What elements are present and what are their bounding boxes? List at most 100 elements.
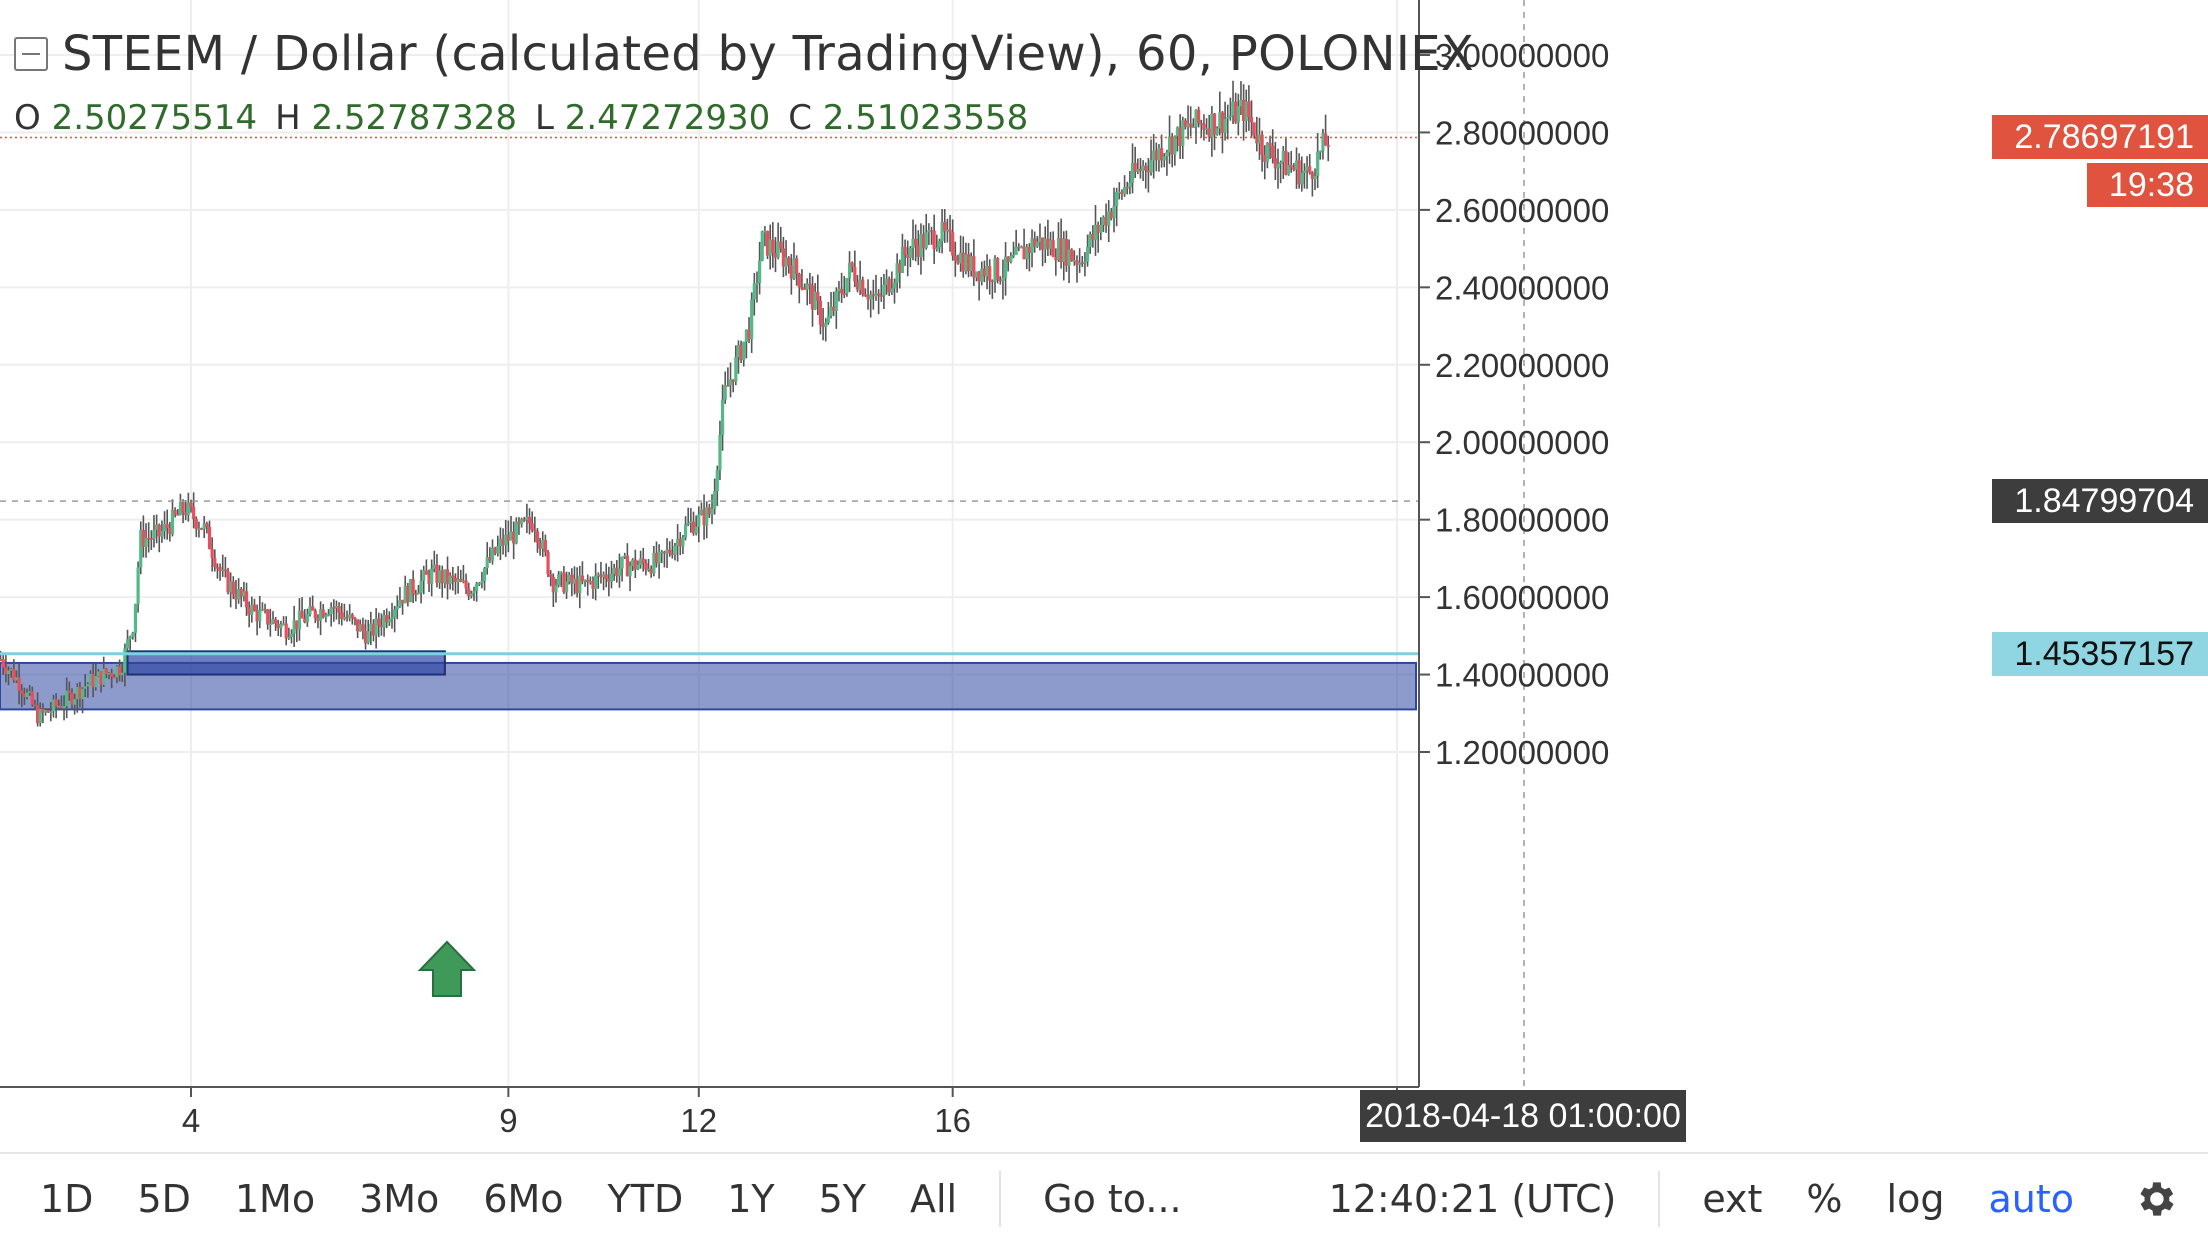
candle-body — [742, 341, 746, 361]
candle-body — [147, 537, 151, 540]
candle-body — [366, 631, 370, 644]
candle-body — [583, 579, 587, 582]
utc-clock[interactable]: 12:40:21 (UTC) — [1328, 1177, 1617, 1221]
candle-body — [284, 623, 288, 639]
candle-body — [710, 508, 714, 515]
price-tick-label: 2.00000000 — [1435, 424, 1609, 461]
candle-body — [697, 514, 701, 527]
candle-body — [996, 258, 1000, 280]
candle-body — [178, 502, 183, 515]
candle-body — [340, 612, 344, 619]
range-5y-button[interactable]: 5Y — [818, 1177, 866, 1221]
candle-body — [601, 574, 606, 578]
range-3mo-button[interactable]: 3Mo — [359, 1177, 440, 1221]
candle-body — [1080, 262, 1084, 264]
log-scale-toggle[interactable]: log — [1886, 1177, 1945, 1221]
candle-body — [1022, 246, 1026, 260]
candle-body — [4, 667, 8, 674]
candle-body — [1242, 99, 1246, 121]
candle-body — [165, 523, 169, 528]
candle-body — [398, 599, 402, 607]
candle-body — [673, 545, 677, 556]
candle-body — [226, 571, 230, 593]
candle-body — [424, 570, 428, 575]
candle-body — [877, 293, 881, 296]
candle-body — [1112, 206, 1116, 219]
candle-body — [686, 522, 690, 525]
candle-body — [1197, 109, 1201, 123]
candle-body — [91, 674, 95, 688]
candle-body — [776, 241, 780, 258]
candle-body — [517, 521, 521, 525]
candle-body — [559, 572, 563, 575]
candle-body — [324, 614, 328, 618]
candle-body — [887, 278, 891, 293]
candle-body — [1302, 170, 1307, 173]
candle-body — [720, 399, 725, 436]
candle-body — [1289, 165, 1293, 168]
candle-body — [723, 385, 727, 400]
candle-body — [459, 579, 463, 582]
candle-body — [617, 568, 622, 577]
candle-body — [411, 579, 415, 594]
collapse-icon[interactable] — [14, 37, 48, 71]
candle-body — [173, 510, 177, 515]
candle-body — [1070, 249, 1074, 261]
extended-hours-toggle[interactable]: ext — [1702, 1177, 1763, 1221]
goto-date-button[interactable]: Go to... — [1043, 1177, 1182, 1221]
candle-body — [625, 555, 629, 577]
candle-body — [139, 529, 143, 568]
range-6mo-button[interactable]: 6Mo — [483, 1177, 564, 1221]
candle-body — [615, 567, 619, 577]
candle-body — [636, 564, 640, 570]
candle-body — [345, 616, 349, 619]
candle-body — [570, 574, 574, 584]
candle-body — [924, 232, 928, 249]
candle-body — [1313, 175, 1317, 180]
candle-body — [509, 531, 513, 541]
price-chart[interactable]: 1.20000000 1.40000000 1.60000000 1.80000000… — [0, 0, 2208, 1152]
range-1y-button[interactable]: 1Y — [727, 1177, 775, 1221]
candle-body — [326, 614, 331, 616]
candle-body — [1075, 260, 1079, 265]
time-axis[interactable]: 49121623 — [0, 1086, 1419, 1139]
auto-scale-toggle[interactable]: auto — [1988, 1177, 2074, 1221]
percent-scale-toggle[interactable]: % — [1806, 1177, 1843, 1221]
candle-body — [379, 625, 384, 628]
price-axis[interactable]: 1.20000000 1.40000000 1.60000000 1.80000000… — [1418, 0, 1609, 1087]
range-1mo-button[interactable]: 1Mo — [234, 1177, 316, 1221]
candle-body — [250, 604, 254, 615]
candle-body — [329, 607, 333, 615]
candle-body — [969, 256, 973, 271]
candle-body — [900, 246, 905, 274]
candle-body — [54, 699, 58, 707]
candle-body — [41, 708, 45, 713]
candle-body — [133, 604, 138, 633]
candle-body — [1099, 224, 1103, 233]
candle-body — [845, 278, 849, 294]
candle-body — [443, 569, 447, 584]
range-1d-button[interactable]: 1D — [40, 1177, 94, 1221]
candle-body — [194, 519, 198, 530]
candle-body — [303, 618, 307, 623]
candle-body — [160, 531, 164, 537]
range-all-button[interactable]: All — [910, 1177, 958, 1221]
range-ytd-button[interactable]: YTD — [607, 1177, 684, 1221]
candle-body — [855, 281, 860, 290]
candle-body — [586, 579, 590, 583]
candle-body — [115, 666, 119, 678]
time-tick-label: 16 — [934, 1102, 971, 1139]
range-5d-button[interactable]: 5D — [137, 1177, 191, 1221]
candle-body — [117, 666, 122, 676]
gear-icon[interactable] — [2132, 1176, 2178, 1222]
candle-body — [1088, 234, 1092, 247]
candle-body — [1091, 234, 1095, 240]
candle-body — [929, 230, 934, 232]
candle-body — [506, 534, 510, 541]
candle-body — [28, 691, 32, 693]
candle-body — [1009, 256, 1013, 262]
candle-body — [1268, 142, 1272, 146]
candle-body — [744, 329, 748, 342]
candle-body — [1292, 167, 1296, 170]
candle-body — [1019, 246, 1024, 249]
